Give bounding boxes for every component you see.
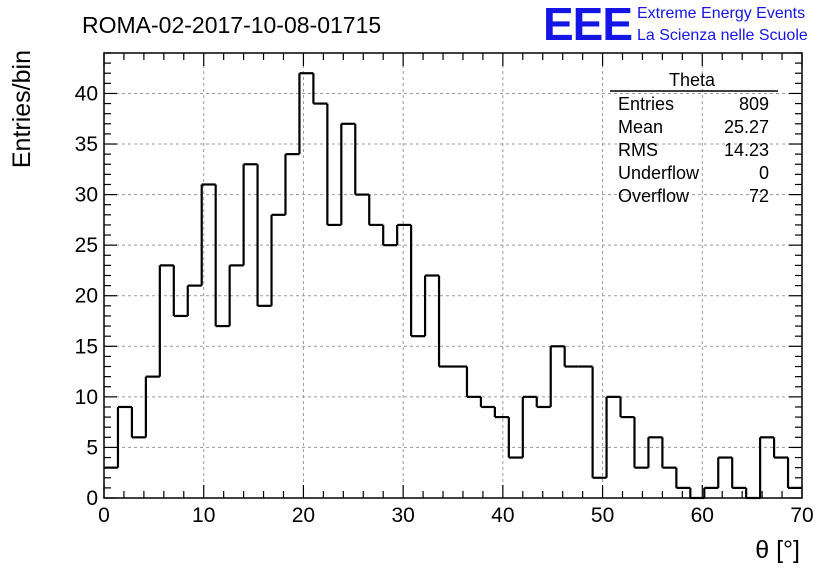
stats-value-mean: 25.27: [724, 117, 769, 137]
axis-ticks: 0 10 20 30 40 50 60 70 0 5 10 15 20 25 30 35 40: [75, 52, 814, 527]
y-tick-label: 35: [75, 133, 98, 156]
stats-label-mean: Mean: [618, 117, 663, 137]
x-tick-label: 20: [292, 504, 315, 527]
y-tick-label: 30: [75, 184, 98, 207]
y-tick-label: 25: [75, 234, 98, 257]
y-axis-label: Entries/bin: [8, 50, 36, 168]
x-tick-label: 70: [790, 504, 813, 527]
stats-value-entries: 809: [739, 94, 769, 114]
stats-value-rms: 14.23: [724, 140, 769, 160]
y-tick-label: 40: [75, 82, 98, 105]
x-tick-label: 50: [591, 504, 614, 527]
logo-line-2: La Scienza nelle Scuole: [637, 27, 808, 44]
eee-logo: EEE: [543, 0, 632, 50]
stats-label-entries: Entries: [618, 94, 674, 114]
stats-value-overflow: 72: [749, 186, 769, 206]
x-tick-label: 10: [192, 504, 215, 527]
stats-title: Theta: [669, 70, 716, 90]
histogram-series: [104, 72, 802, 500]
y-tick-label: 15: [75, 335, 98, 358]
logo-line-1: Extreme Energy Events: [637, 5, 805, 22]
x-tick-label: 30: [391, 504, 414, 527]
y-tick-label: 5: [86, 436, 98, 459]
x-tick-label: 60: [691, 504, 714, 527]
y-tick-label: 20: [75, 285, 98, 308]
grid: [104, 53, 802, 498]
x-tick-label: 0: [98, 504, 110, 527]
stats-label-overflow: Overflow: [618, 186, 690, 206]
y-tick-label: 10: [75, 386, 98, 409]
y-tick-label: 0: [86, 487, 98, 510]
stats-value-underflow: 0: [759, 163, 769, 183]
x-axis-label: θ [°]: [755, 536, 800, 564]
run-title: ROMA-02-2017-10-08-01715: [82, 12, 381, 38]
stats-box: Theta Entries 809 Mean 25.27 RMS 14.23 U…: [610, 70, 778, 206]
x-tick-label: 40: [491, 504, 514, 527]
plot-frame: [103, 52, 803, 499]
stats-label-underflow: Underflow: [618, 163, 700, 183]
stats-label-rms: RMS: [618, 140, 658, 160]
